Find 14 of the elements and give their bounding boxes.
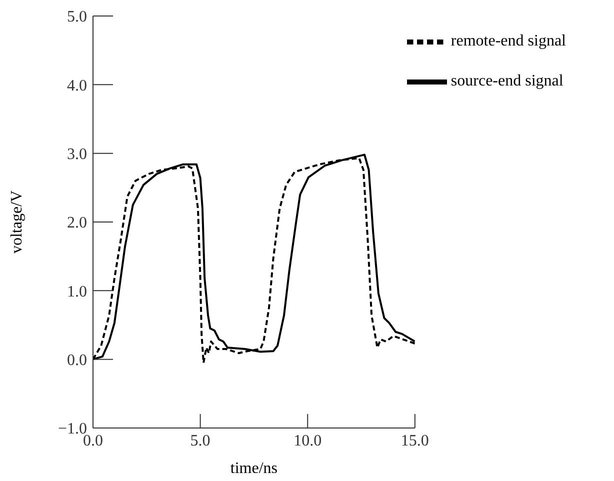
y-axis-title: voltage/V [8, 190, 26, 254]
x-axis-title: time/ns [230, 460, 278, 477]
y-tick-label: 2.0 [67, 214, 87, 232]
x-tick-label: 5.0 [190, 432, 210, 450]
legend-label: remote-end signal [450, 32, 566, 50]
y-tick-label: 0.0 [67, 352, 87, 370]
y-tick-label: 4.0 [67, 77, 87, 94]
y-tick-label: 5.0 [67, 8, 87, 26]
y-tick-label: 3.0 [67, 146, 87, 164]
y-tick-label: 1.0 [67, 283, 87, 300]
x-tick-label: 10.0 [294, 432, 322, 450]
x-tick-label: 0.0 [83, 432, 103, 450]
x-tick-label: 15.0 [400, 432, 429, 450]
legend-label: source-end signal [450, 72, 564, 90]
